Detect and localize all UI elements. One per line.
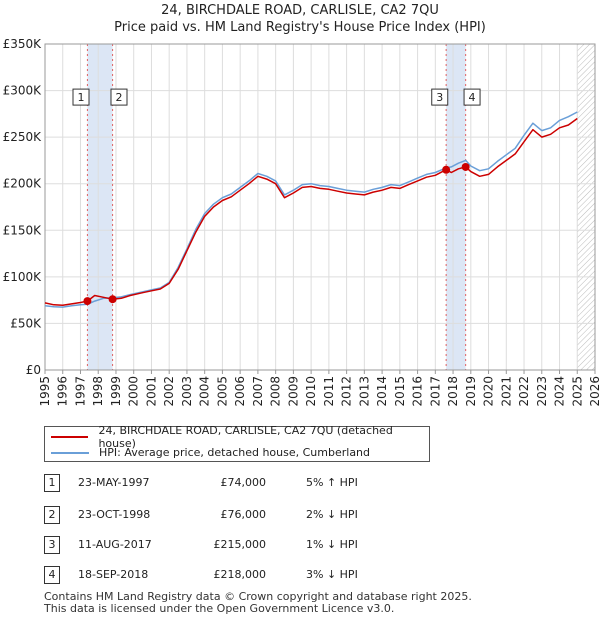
x-tick-label: 2020: [482, 376, 496, 407]
table-row: 2 23-OCT-1998 £76,000 2% ↓ HPI: [44, 504, 444, 524]
x-tick-label: 2023: [535, 376, 549, 407]
x-tick-label: 2005: [215, 376, 229, 407]
y-tick-label: £200K: [3, 177, 43, 191]
plot-area: [45, 44, 595, 370]
x-tick-label: 2024: [553, 376, 567, 407]
chart-title: 24, BIRCHDALE ROAD, CARLISLE, CA2 7QU: [161, 3, 439, 18]
x-tick-label: 2016: [411, 376, 425, 407]
series-line-property: [44, 117, 578, 307]
sale-box-label: 3: [436, 91, 443, 104]
sale-box: [463, 88, 481, 106]
sale-number-badge: 2: [44, 506, 60, 524]
sale-hpi-diff: 3% ↓ HPI: [306, 568, 358, 581]
x-tick-label: 1996: [56, 376, 70, 407]
sale-price: £218,000: [213, 568, 267, 581]
sale-price: £215,000: [213, 538, 267, 551]
x-tick-label: 1997: [73, 376, 87, 407]
sale-date: 18-SEP-2018: [78, 568, 149, 581]
x-tick-label: 2002: [162, 376, 176, 407]
y-tick-label: £350K: [3, 37, 43, 51]
x-tick-label: 2006: [233, 376, 247, 407]
table-row: 3 11-AUG-2017 £215,000 1% ↓ HPI: [44, 534, 444, 554]
plot-frame: [44, 43, 596, 371]
y-tick-label: £250K: [3, 130, 43, 144]
x-tick-label: 2000: [127, 376, 141, 407]
y-tick-label: £100K: [3, 270, 43, 284]
x-tick-label: 2001: [144, 376, 158, 407]
x-tick-label: 2009: [286, 376, 300, 407]
legend-item-property: 24, BIRCHDALE ROAD, CARLISLE, CA2 7QU (d…: [51, 424, 429, 450]
table-row: 1 23-MAY-1997 £74,000 5% ↑ HPI: [44, 472, 444, 492]
table-row: 4 18-SEP-2018 £218,000 3% ↓ HPI: [44, 564, 444, 584]
sale-date: 11-AUG-2017: [78, 538, 152, 551]
legend-swatch-hpi: [51, 451, 89, 454]
y-tick-label: £150K: [3, 223, 43, 237]
x-tick-label: 2014: [375, 376, 389, 407]
x-tick-label: 2004: [198, 376, 212, 407]
sale-box: [72, 88, 90, 106]
sale-band: [87, 44, 113, 370]
x-tick-label: 2010: [304, 376, 318, 407]
sale-marker: [83, 297, 92, 306]
footer-copyright: Contains HM Land Registry data © Crown c…: [44, 590, 472, 603]
sale-marker: [108, 295, 117, 304]
sale-box-label: 1: [78, 91, 85, 104]
sale-box: [431, 88, 449, 106]
x-tick-label: 2022: [517, 376, 531, 407]
legend: 24, BIRCHDALE ROAD, CARLISLE, CA2 7QU (d…: [44, 424, 430, 462]
footer-licence: This data is licensed under the Open Gov…: [44, 602, 395, 615]
x-tick-label: 2019: [464, 376, 478, 407]
price-chart: 1 2 3 4 £0 £50K £100K £150K £200K £250K £300K £350K…: [3, 37, 600, 407]
projection-hatch: [577, 44, 595, 370]
sale-price: £74,000: [220, 476, 267, 489]
sale-band: [446, 44, 466, 370]
x-tick-label: 1995: [38, 376, 52, 407]
x-tick-label: 2025: [570, 376, 584, 407]
legend-swatch-property: [51, 435, 89, 438]
y-tick-label: £0: [26, 363, 41, 377]
sale-price: £76,000: [220, 508, 267, 521]
x-tick-label: 2021: [499, 376, 513, 407]
sale-number-badge: 1: [44, 474, 60, 492]
sale-hpi-diff: 2% ↓ HPI: [306, 508, 358, 521]
x-tick-label: 2026: [588, 376, 600, 407]
sale-marker: [461, 162, 470, 171]
x-tick-label: 2011: [322, 376, 336, 407]
sale-hpi-diff: 1% ↓ HPI: [306, 538, 358, 551]
sale-box: [110, 88, 128, 106]
sale-box-label: 2: [115, 91, 122, 104]
x-tick-label: 2013: [357, 376, 371, 407]
legend-item-hpi: HPI: Average price, detached house, Cumb…: [51, 445, 370, 460]
x-tick-label: 1999: [109, 376, 123, 407]
sale-date: 23-OCT-1998: [78, 508, 151, 521]
legend-label-hpi: HPI: Average price, detached house, Cumb…: [99, 446, 371, 459]
sale-number-badge: 3: [44, 536, 60, 554]
y-tick-label: £300K: [3, 84, 43, 98]
x-tick-label: 2008: [269, 376, 283, 407]
x-tick-label: 2003: [180, 376, 194, 407]
series-line-hpi: [44, 111, 578, 308]
x-tick-label: 2015: [393, 376, 407, 407]
x-tick-label: 2017: [428, 376, 442, 407]
legend-label-property: 24, BIRCHDALE ROAD, CARLISLE, CA2 7QU (d…: [98, 423, 393, 450]
sale-marker: [442, 165, 451, 174]
sale-date: 23-MAY-1997: [78, 476, 150, 489]
sale-box-label: 4: [469, 91, 476, 104]
sale-number-badge: 4: [44, 566, 60, 584]
chart-subtitle: Price paid vs. HM Land Registry's House …: [114, 20, 486, 35]
y-tick-label: £50K: [10, 316, 42, 330]
x-tick-label: 2012: [340, 376, 354, 407]
x-tick-label: 2018: [446, 376, 460, 407]
x-tick-label: 1998: [91, 376, 105, 407]
sale-hpi-diff: 5% ↑ HPI: [306, 476, 358, 489]
x-tick-label: 2007: [251, 376, 265, 407]
